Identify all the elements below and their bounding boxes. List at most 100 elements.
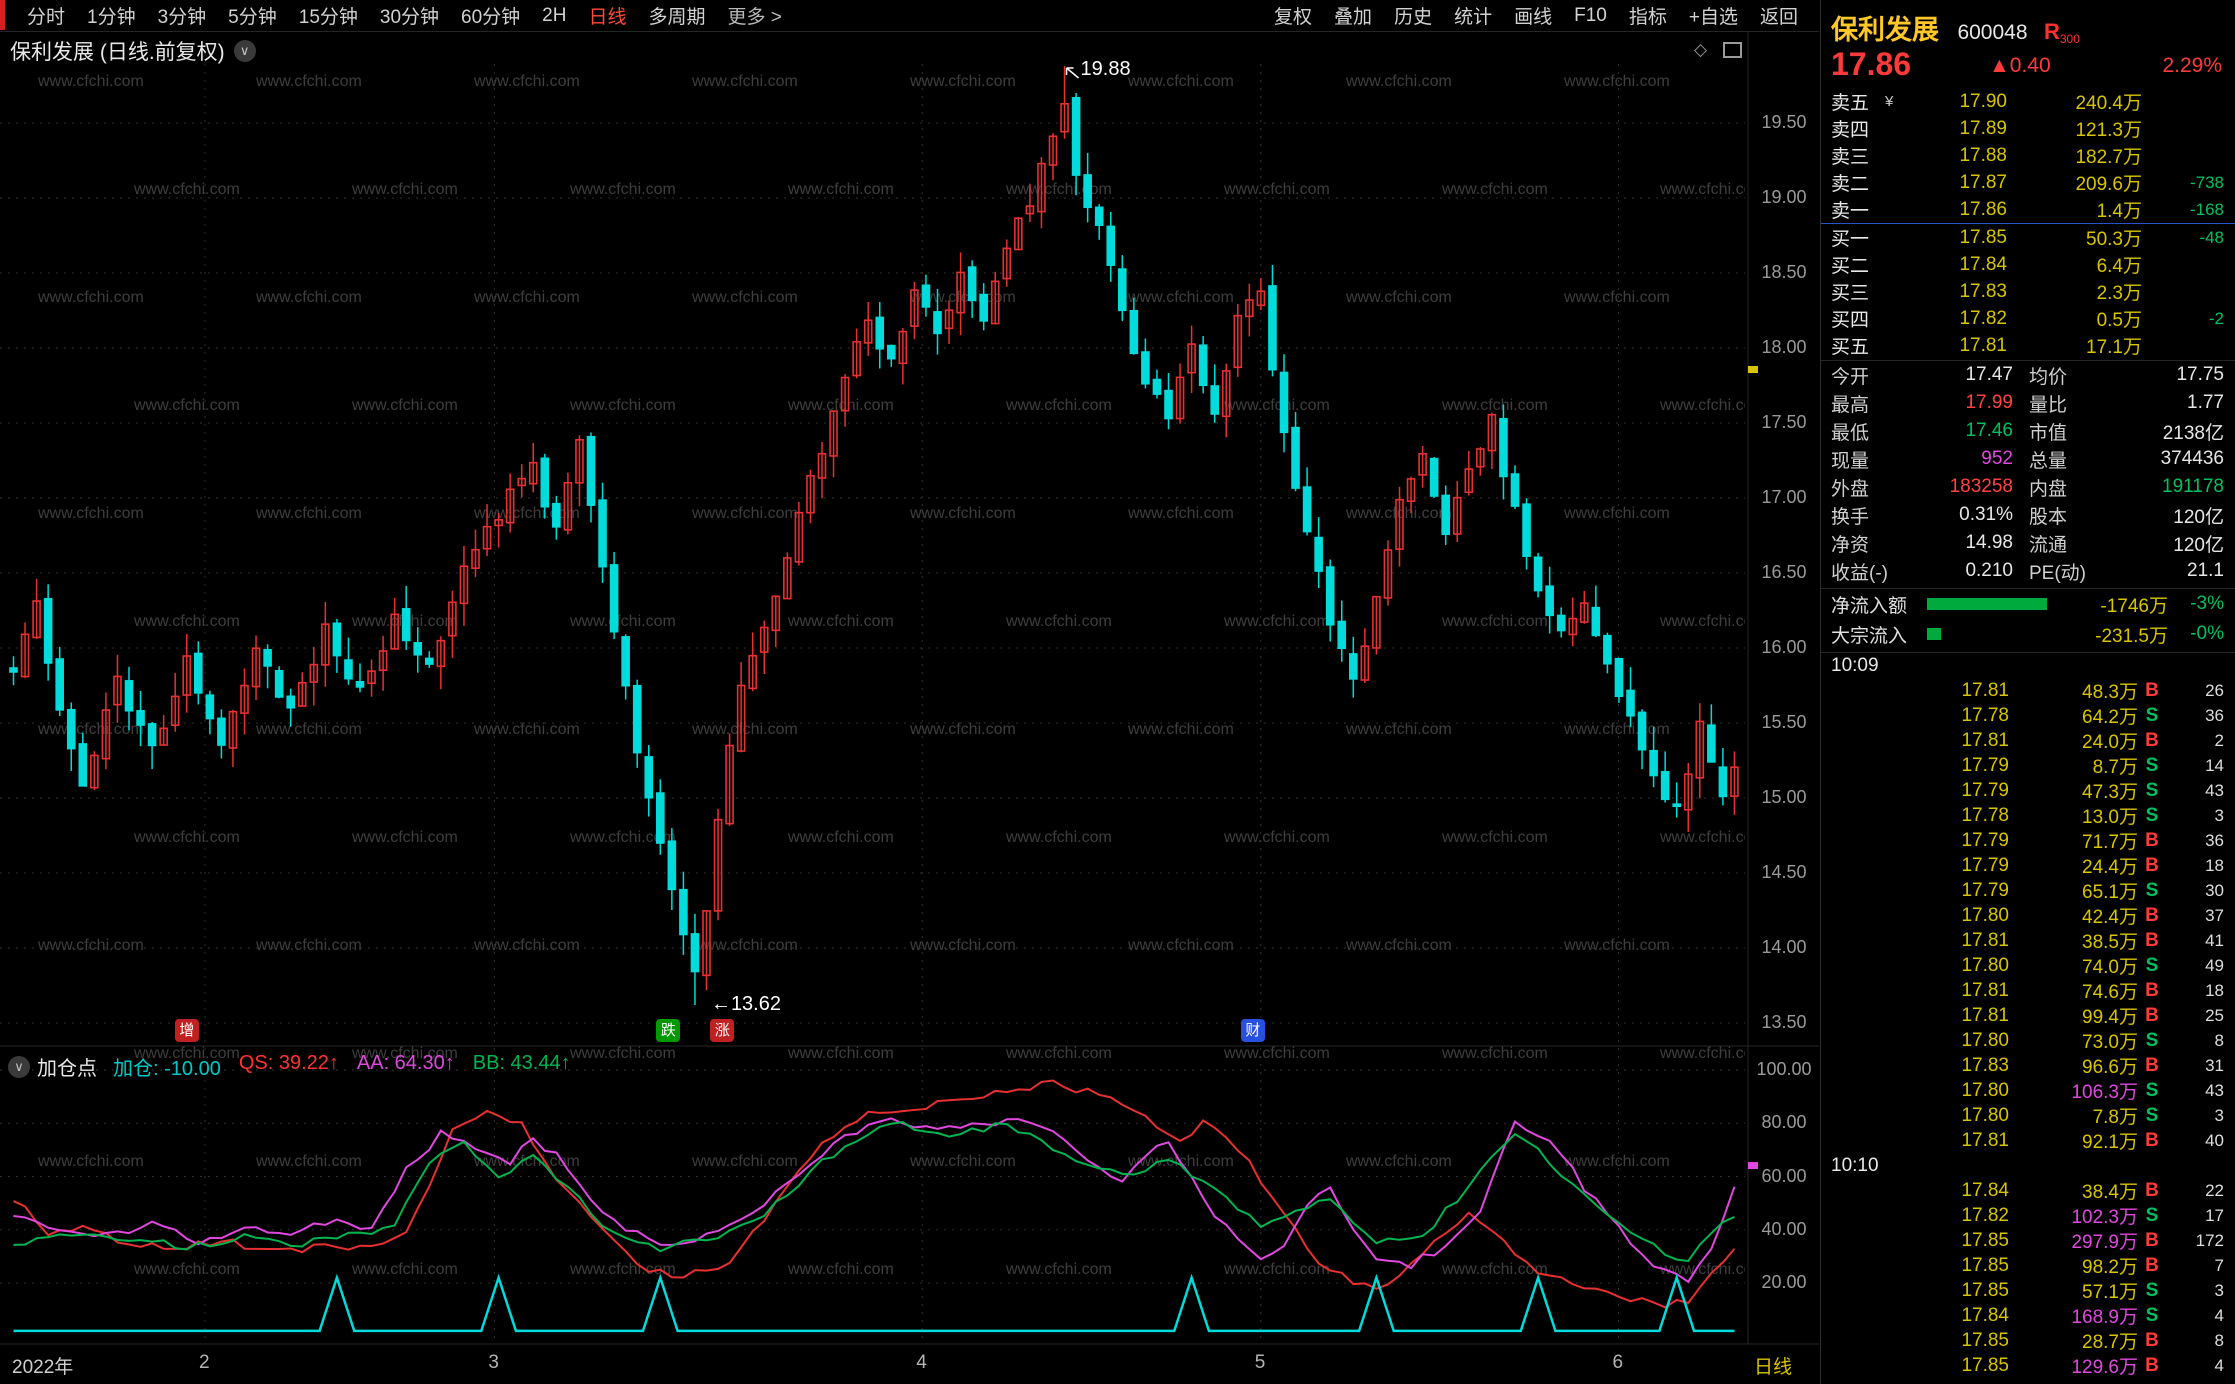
- order-book-row[interactable]: 买三 17.83 2.3万: [1821, 278, 2235, 305]
- tick-side: B: [2145, 929, 2159, 951]
- order-book-row[interactable]: 卖四 17.89 121.3万: [1821, 115, 2235, 142]
- order-book-row[interactable]: 卖二 17.87 209.6万 -738: [1821, 169, 2235, 196]
- price-axis-label: 13.50: [1761, 1012, 1807, 1032]
- tick-count: 40: [2205, 1130, 2224, 1150]
- toolbar-item[interactable]: 15分钟: [298, 7, 358, 28]
- tick-count: 2: [2214, 730, 2224, 750]
- tick-volume: 28.7万: [2082, 1332, 2138, 1353]
- toolbar-item[interactable]: 3分钟: [157, 7, 207, 28]
- diamond-icon[interactable]: ◇: [1694, 40, 1708, 59]
- tick-price: 17.85: [1961, 1279, 2009, 1301]
- watermark: www.cfchi.com: [1442, 181, 1548, 198]
- order-book-row[interactable]: 买四 17.82 0.5万 -2: [1821, 305, 2235, 332]
- order-book-row[interactable]: 卖一 17.86 1.4万 -168: [1821, 196, 2235, 224]
- event-marker-涨[interactable]: 涨: [710, 1019, 735, 1042]
- toolbar-item[interactable]: 多周期: [648, 7, 706, 28]
- stats-row: 外盘 183258 内盘 191178: [1821, 473, 2235, 501]
- tick-side: B: [2145, 979, 2159, 1001]
- indicator-values: 加仓: -10.00 QS: 39.22↑ AA: 64.30↑ BB: 43.44↑: [113, 1052, 571, 1081]
- tick-side: B: [2145, 854, 2159, 876]
- toolbar-item[interactable]: 5分钟: [228, 7, 277, 28]
- watermark: www.cfchi.com: [1564, 505, 1670, 522]
- indicator-axis-label: 40.00: [1761, 1218, 1807, 1239]
- toolbar-item[interactable]: 60分钟: [461, 7, 521, 28]
- watermark: www.cfchi.com: [1660, 181, 1745, 198]
- order-book-row[interactable]: 卖三 17.88 182.7万: [1821, 142, 2235, 169]
- tick-side: B: [2145, 679, 2159, 701]
- watermark: www.cfchi.com: [1006, 829, 1112, 846]
- watermark: www.cfchi.com: [910, 289, 1016, 306]
- chart-title-row: 保利发展 (日线.前复权) ∨: [10, 36, 256, 66]
- event-marker-财[interactable]: 财: [1240, 1019, 1265, 1042]
- stat-value: 374436: [2160, 448, 2224, 469]
- toolbar-item[interactable]: 统计: [1454, 7, 1493, 28]
- tick-side: B: [2145, 729, 2159, 751]
- order-book-price: 17.86: [1959, 198, 2007, 220]
- stat-label: 收益(-): [1831, 562, 1888, 584]
- tick-price: 17.81: [1961, 679, 2009, 701]
- order-book-price: 17.82: [1959, 307, 2007, 329]
- tick-volume: 24.0万: [2082, 732, 2138, 753]
- tick-list[interactable]: 10:09 17.81 48.3万 B 26 17.78 64.2万 S 36 17.81 24.0…: [1821, 652, 2235, 1378]
- order-book-row[interactable]: 买一 17.85 50.3万 -48: [1821, 224, 2235, 251]
- tick-time: 10:10: [1831, 1154, 1879, 1176]
- toolbar-item[interactable]: 2H: [542, 4, 567, 26]
- candlestick-chart[interactable]: [0, 0, 1819, 1384]
- tick-price: 17.82: [1961, 1204, 2009, 1226]
- watermark: www.cfchi.com: [256, 937, 362, 954]
- tick-count: 36: [2205, 830, 2224, 850]
- watermark: www.cfchi.com: [1006, 1261, 1112, 1278]
- toolbar-item[interactable]: 复权: [1274, 7, 1313, 28]
- stat-value: 17.47: [1965, 364, 2013, 385]
- watermark: www.cfchi.com: [910, 1153, 1016, 1170]
- tick-volume: 47.3万: [2082, 782, 2138, 803]
- tick-count: 3: [2214, 1105, 2224, 1125]
- event-marker-跌[interactable]: 跌: [656, 1019, 681, 1042]
- toolbar-item[interactable]: +自选: [1688, 7, 1738, 28]
- watermark: www.cfchi.com: [1442, 397, 1548, 414]
- toolbar-item[interactable]: 叠加: [1334, 7, 1373, 28]
- toolbar-item[interactable]: 分时: [27, 7, 66, 28]
- toolbar-item[interactable]: 画线: [1514, 7, 1553, 28]
- toolbar-item[interactable]: 日线: [588, 7, 627, 28]
- tick-volume: 71.7万: [2082, 832, 2138, 853]
- tick-volume: 13.0万: [2082, 807, 2138, 828]
- chevron-down-icon[interactable]: ∨: [233, 40, 256, 62]
- order-book-row[interactable]: 买五 17.81 17.1万: [1821, 332, 2235, 359]
- order-book-level-label: 买五: [1831, 337, 1870, 358]
- tick-count: 43: [2205, 1080, 2224, 1100]
- watermark: www.cfchi.com: [788, 181, 894, 198]
- order-book-row[interactable]: 买二 17.84 6.4万: [1821, 251, 2235, 278]
- indicator-selector[interactable]: ∨ 加仓点: [8, 1052, 97, 1081]
- order-book-price: 17.88: [1959, 144, 2007, 166]
- toolbar-item[interactable]: 更多 >: [727, 7, 782, 28]
- tick-side: S: [2145, 1304, 2159, 1326]
- price-change-percent: 2.29%: [2162, 54, 2222, 77]
- indicator-field: BB: 43.44↑: [472, 1052, 571, 1074]
- order-book-price: 17.89: [1959, 117, 2007, 139]
- quote-panel: 保利发展 600048 R300 17.86 ▲0.40 2.29% 卖五 ¥17…: [1820, 0, 2235, 1384]
- window-icon[interactable]: [1723, 42, 1743, 58]
- stat-label: 内盘: [2029, 478, 2068, 500]
- order-book-level-label: 卖二: [1831, 174, 1870, 195]
- toolbar-item[interactable]: F10: [1574, 4, 1607, 26]
- tick-volume: 99.4万: [2082, 1007, 2138, 1028]
- order-book-row[interactable]: 卖五 ¥17.90 240.4万: [1821, 88, 2235, 115]
- price-axis-label: 14.50: [1761, 862, 1807, 882]
- stat-value: 120亿: [2173, 534, 2224, 556]
- tick-price: 17.81: [1961, 979, 2009, 1001]
- toolbar-item[interactable]: 指标: [1628, 7, 1667, 28]
- toolbar-item[interactable]: 1分钟: [87, 7, 136, 28]
- toolbar-item[interactable]: 历史: [1394, 7, 1433, 28]
- watermark: www.cfchi.com: [1224, 829, 1330, 846]
- tick-count: 31: [2205, 1055, 2224, 1075]
- watermark: www.cfchi.com: [474, 289, 580, 306]
- watermark: www.cfchi.com: [570, 1045, 676, 1062]
- event-marker-增[interactable]: 增: [174, 1019, 199, 1042]
- toolbar-item[interactable]: 返回: [1759, 7, 1798, 28]
- tick-side: B: [2145, 829, 2159, 851]
- tick-price: 17.81: [1961, 929, 2009, 951]
- order-book-volume: 17.1万: [2086, 337, 2142, 358]
- toolbar-item[interactable]: 30分钟: [379, 7, 440, 28]
